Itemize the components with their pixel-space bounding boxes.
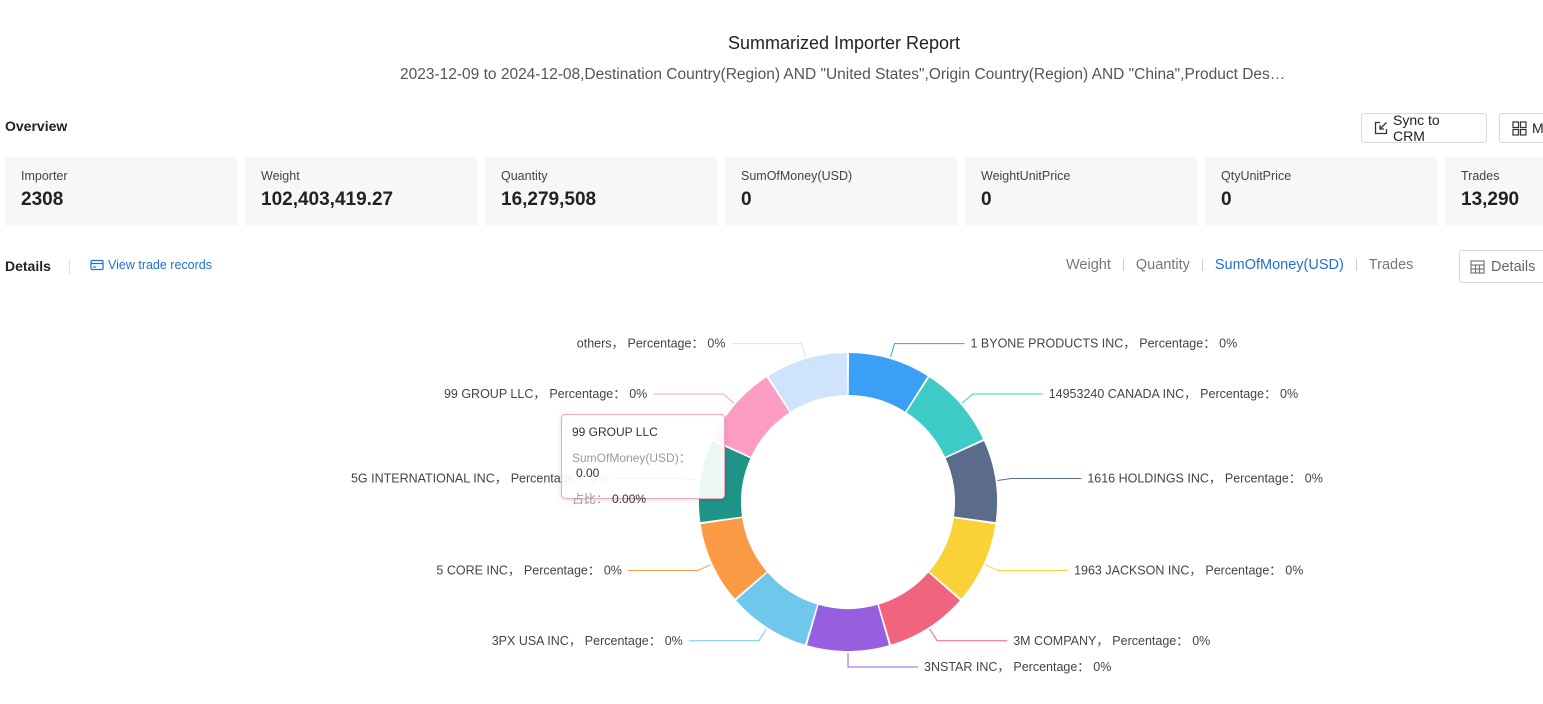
stat-card-qtyunitprice: QtyUnitPrice 0 [1205,157,1437,226]
tooltip-value: 0.00% [612,492,647,506]
stat-label: Importer [21,169,68,183]
sync-to-crm-label: Sync to CRM [1393,112,1440,144]
label-leader-line [688,628,767,642]
divider [69,260,70,274]
label-leader-line [985,564,1069,572]
slice-label: 5G INTERNATIONAL INC， Percentage： 0% [351,472,609,486]
tooltip-row-value: SumOfMoney(USD)：0.00 [572,449,714,480]
tooltip-title: 99 GROUP LLC [572,425,658,439]
tooltip-row-share: 占比： 0.00% [572,490,714,507]
tab-divider [1201,259,1203,271]
tooltip-label: 占比： [572,492,609,506]
stat-card-weight: Weight 102,403,419.27 [245,157,477,226]
slice-label: 3M COMPANY， Percentage： 0% [1013,634,1210,648]
stat-card-weightunitprice: WeightUnitPrice 0 [965,157,1197,226]
stat-label: Weight [261,169,300,183]
stat-value: 16,279,508 [501,189,597,210]
slice-label: 14953240 CANADA INC， Percentage： 0% [1049,387,1298,401]
report-subtitle: 2023-12-09 to 2024-12-08,Destination Cou… [400,66,1290,83]
stat-label: WeightUnitPrice [981,169,1071,183]
stat-card-quantity: Quantity 16,279,508 [485,157,717,226]
label-leader-line [627,564,711,572]
tab-sumofmoney[interactable]: SumOfMoney(USD) [1214,257,1344,273]
slice-label: 3PX USA INC， Percentage： 0% [492,634,683,648]
details-view-label: Details [1491,258,1536,275]
more-button[interactable]: M [1499,113,1543,143]
donut-slice[interactable] [736,572,818,645]
sync-to-crm-button[interactable]: Sync to CRM [1361,112,1487,144]
details-heading: Details [5,258,51,274]
donut-slice[interactable] [945,441,997,523]
slice-label: 1616 HOLDINGS INC， Percentage： 0% [1087,472,1323,486]
view-trade-records-label: View trade records [108,258,212,272]
stat-card-sumofmoney: SumOfMoney(USD) 0 [725,157,957,226]
donut-slice[interactable] [929,517,996,599]
label-leader-line [847,653,918,668]
label-leader-line [731,343,806,358]
stat-value: 2308 [21,189,64,210]
donut-slice[interactable] [878,572,960,645]
stat-card-importer: Importer 2308 [5,157,237,226]
stats-cards: Importer 2308 Weight 102,403,419.27 Quan… [5,157,1543,226]
overview-heading: Overview [5,118,68,134]
donut-slice[interactable] [807,604,889,651]
slice-label: 1963 JACKSON INC， Percentage： 0% [1074,564,1303,578]
donut-slice[interactable] [768,353,848,412]
donut-slice[interactable] [712,377,790,457]
grid-icon [1512,120,1527,136]
stat-value: 0 [741,189,752,210]
label-leader-line [929,628,1008,642]
tab-divider [1355,259,1357,271]
slice-label: 5 CORE INC， Percentage： 0% [436,564,622,578]
report-title: Summarized Importer Report [727,33,961,53]
label-leader-line [653,393,735,404]
tab-weight[interactable]: Weight [1066,257,1111,273]
tooltip-label: SumOfMoney(USD)： [572,451,691,465]
slice-label: 99 GROUP LLC， Percentage： 0% [444,387,647,401]
table-icon [1470,259,1485,274]
donut-slice[interactable] [848,353,928,412]
card-icon [90,259,104,271]
tab-trades[interactable]: Trades [1368,257,1414,273]
stat-label: Quantity [501,169,548,183]
tab-divider [1122,259,1124,271]
label-leader-line [890,343,965,358]
slice-label: others， Percentage： 0% [577,337,726,351]
chart-tooltip: 99 GROUP LLC SumOfMoney(USD)：0.00 占比： 0.0… [561,414,725,506]
details-view-button[interactable]: Details [1459,250,1543,283]
tab-quantity[interactable]: Quantity [1135,257,1190,273]
label-leader-line [961,393,1043,404]
donut-chart: 1 BYONE PRODUCTS INC， Percentage： 0% 1495… [351,337,1323,674]
donut-slice[interactable] [906,377,984,457]
stat-label: Trades [1461,169,1500,183]
sync-icon [1374,121,1388,135]
stat-value: 13,290 [1461,189,1520,210]
more-label: M [1532,120,1543,136]
label-leader-line [997,478,1082,482]
stat-value: 0 [981,189,992,210]
metric-tabs: Weight Quantity SumOfMoney(USD) Trades [1054,257,1425,273]
tooltip-value: 0.00 [576,466,600,480]
view-trade-records-link[interactable]: View trade records [90,258,212,272]
stat-label: SumOfMoney(USD) [741,169,853,183]
stat-value: 0 [1221,189,1232,210]
stat-label: QtyUnitPrice [1221,169,1292,183]
slice-label: 3NSTAR INC， Percentage： 0% [924,660,1111,674]
slice-label: 1 BYONE PRODUCTS INC， Percentage： 0% [970,337,1237,351]
stat-value: 102,403,419.27 [261,189,394,210]
stat-card-trades: Trades 13,290 [1445,157,1543,226]
donut-slice[interactable] [700,517,767,599]
